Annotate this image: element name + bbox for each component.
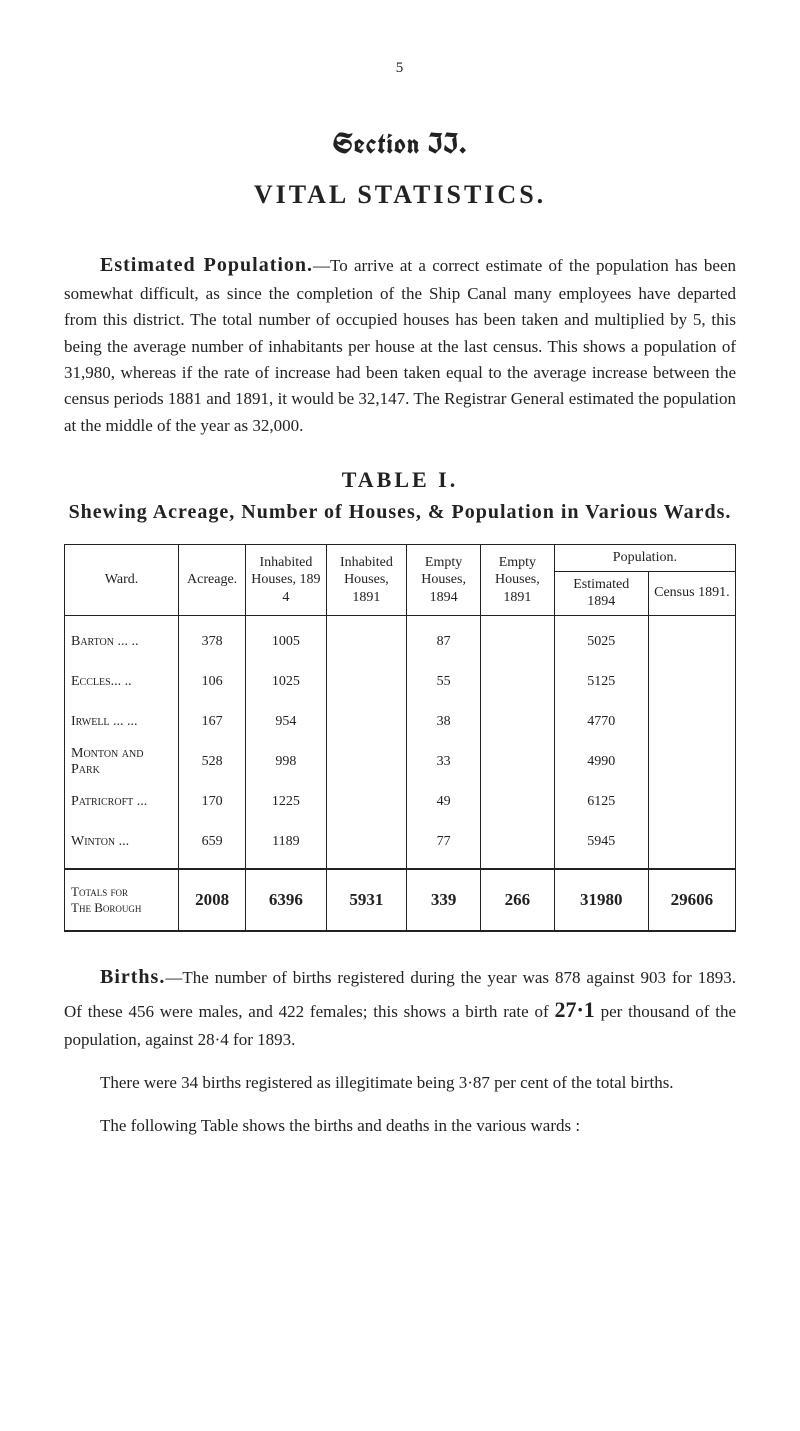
estimated-1894-cell: 4990 [554,742,648,782]
acreage-cell: 167 [179,702,246,742]
totals-census-1891-cell: 29606 [648,869,735,931]
census-1891-cell [648,782,735,822]
table-row: Patricroft ...1701225 49 6125 [65,782,736,822]
section-heading: Section II. [64,125,736,162]
inhabited-1891-cell [326,822,407,862]
inhabited-1891-cell [326,702,407,742]
ward-name-cell: Eccles... .. [65,662,179,702]
document-page: 5 Section II. VITAL STATISTICS. Estimate… [0,0,800,1431]
th-acreage: Acreage. [179,545,246,616]
table-row: Monton and Park528998 33 4990 [65,742,736,782]
census-1891-cell [648,615,735,662]
totals-inhabited-1891-cell: 5931 [326,869,407,931]
th-inhabited-1894: Inhabited Houses, 189 4 [246,545,327,616]
table-caption: Shewing Acreage, Number of Houses, & Pop… [64,501,736,524]
th-population: Population. [554,545,735,572]
inhabited-1891-cell [326,742,407,782]
estimated-1894-cell: 6125 [554,782,648,822]
table-totals-row: Totals for The Borough200863965931339266… [65,869,736,931]
empty-1894-cell: 33 [407,742,481,782]
th-inhabited-1891: Inhabited Houses, 1891 [326,545,407,616]
birth-rate-value: 27·1 [554,997,594,1022]
estimated-1894-cell: 5945 [554,822,648,862]
page-number: 5 [64,60,736,77]
table-body: Barton ... ..3781005875025Eccles... ..10… [65,615,736,931]
ward-name-cell: Winton ... [65,822,179,862]
th-census-1891: Census 1891. [648,571,735,615]
ward-name-cell: Irwell ... ... [65,702,179,742]
inhabited-1894-cell: 1005 [246,615,327,662]
census-1891-cell [648,822,735,862]
run-in-estimated-population: Estimated Population. [100,254,313,276]
census-1891-cell [648,742,735,782]
estimated-1894-cell: 4770 [554,702,648,742]
acreage-cell: 378 [179,615,246,662]
wards-table: Ward. Acreage. Inhabited Houses, 189 4 I… [64,544,736,932]
inhabited-1891-cell [326,615,407,662]
empty-1894-cell: 87 [407,615,481,662]
totals-inhabited-1894-cell: 6396 [246,869,327,931]
empty-1894-cell: 55 [407,662,481,702]
totals-estimated-1894-cell: 31980 [554,869,648,931]
acreage-cell: 170 [179,782,246,822]
text-estimated-population: —To arrive at a correct estimate of the … [64,256,736,435]
paragraph-births: Births.—The number of births registered … [64,962,736,1053]
run-in-births: Births. [100,966,165,988]
ward-name-cell: Monton and Park [65,742,179,782]
empty-1891-cell [480,822,554,862]
table-row: Barton ... ..3781005 87 5025 [65,615,736,662]
inhabited-1894-cell: 998 [246,742,327,782]
empty-1891-cell [480,662,554,702]
main-heading: VITAL STATISTICS. [64,180,736,210]
th-estimated-1894: Estimated 1894 [554,571,648,615]
table-head: Ward. Acreage. Inhabited Houses, 189 4 I… [65,545,736,616]
empty-1894-cell: 77 [407,822,481,862]
table-label: TABLE I. [64,467,736,493]
estimated-1894-cell: 5125 [554,662,648,702]
table-row: Winton ...6591189 77 5945 [65,822,736,862]
empty-1891-cell [480,782,554,822]
table-row: Irwell ... ...167954 38 4770 [65,702,736,742]
th-empty-1891: Empty Houses, 1891 [480,545,554,616]
empty-1891-cell [480,742,554,782]
paragraph-following-table: The following Table shows the births and… [64,1113,736,1139]
inhabited-1891-cell [326,662,407,702]
census-1891-cell [648,662,735,702]
table-row: Eccles... ..1061025 55 5125 [65,662,736,702]
paragraph-estimated-population: Estimated Population.—To arrive at a cor… [64,250,736,439]
th-ward: Ward. [65,545,179,616]
inhabited-1894-cell: 1225 [246,782,327,822]
acreage-cell: 659 [179,822,246,862]
inhabited-1891-cell [326,782,407,822]
acreage-cell: 106 [179,662,246,702]
ward-name-cell: Patricroft ... [65,782,179,822]
inhabited-1894-cell: 1025 [246,662,327,702]
inhabited-1894-cell: 1189 [246,822,327,862]
paragraph-illegitimate: There were 34 births registered as illeg… [64,1070,736,1096]
totals-label-cell: Totals for The Borough [65,869,179,931]
census-1891-cell [648,702,735,742]
inhabited-1894-cell: 954 [246,702,327,742]
th-empty-1894: Empty Houses, 1894 [407,545,481,616]
ward-name-cell: Barton ... .. [65,615,179,662]
totals-acreage-cell: 2008 [179,869,246,931]
empty-1894-cell: 49 [407,782,481,822]
empty-1894-cell: 38 [407,702,481,742]
totals-empty-1894-cell: 339 [407,869,481,931]
acreage-cell: 528 [179,742,246,782]
estimated-1894-cell: 5025 [554,615,648,662]
totals-empty-1891-cell: 266 [480,869,554,931]
empty-1891-cell [480,702,554,742]
empty-1891-cell [480,615,554,662]
